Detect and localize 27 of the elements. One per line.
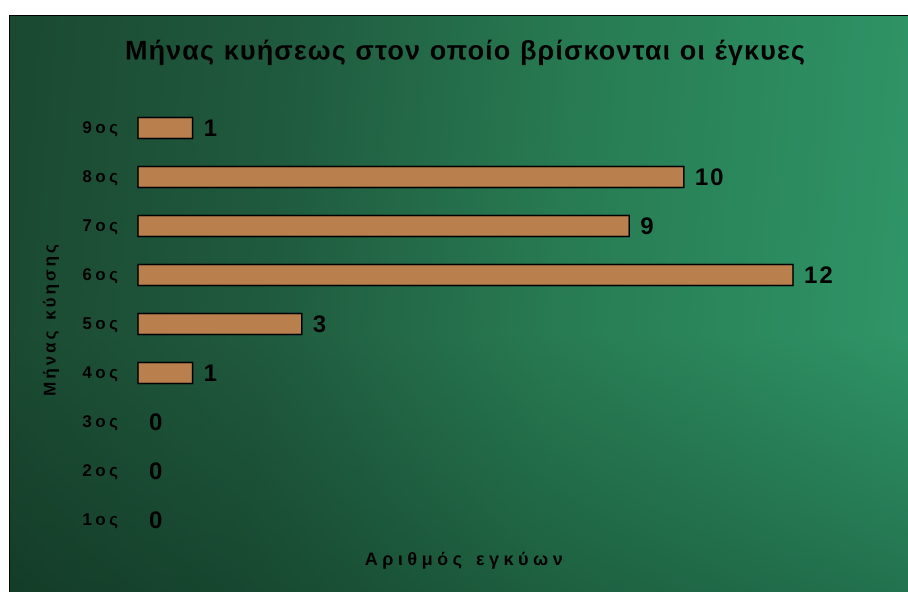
bar bbox=[137, 214, 630, 238]
data-label: 1 bbox=[204, 360, 219, 387]
y-tick-label: 3ος bbox=[82, 412, 122, 431]
bar bbox=[137, 362, 194, 384]
y-tick-label: 9ος bbox=[82, 118, 122, 137]
bar bbox=[137, 312, 302, 336]
y-tick-label: 5ος bbox=[82, 314, 122, 333]
y-tick-label: 8ος bbox=[82, 167, 122, 186]
bar bbox=[137, 264, 794, 286]
data-label: 10 bbox=[694, 164, 726, 191]
x-axis-title: Αριθμός εγκύων bbox=[364, 549, 568, 569]
chart-title: Μήνας κυήσεως στον οποίο βρίσκονται οι έγκυες bbox=[124, 36, 806, 66]
data-label: 1 bbox=[204, 115, 219, 142]
bar bbox=[137, 166, 685, 188]
data-label: 12 bbox=[804, 262, 835, 289]
y-axis-title: Μήνας κύησης bbox=[40, 241, 60, 396]
y-tick-label: 6ος bbox=[82, 265, 122, 284]
data-label: 3 bbox=[312, 311, 328, 338]
data-label: 0 bbox=[149, 409, 164, 436]
y-tick-label: 2ος bbox=[82, 461, 122, 480]
y-tick-label: 4ος bbox=[82, 363, 122, 382]
data-label: 9 bbox=[640, 213, 656, 240]
data-label: 0 bbox=[149, 458, 164, 485]
bar bbox=[137, 116, 194, 140]
y-tick-label: 7ος bbox=[82, 216, 122, 235]
data-label: 0 bbox=[149, 507, 164, 534]
y-tick-label: 1ος bbox=[82, 510, 122, 529]
